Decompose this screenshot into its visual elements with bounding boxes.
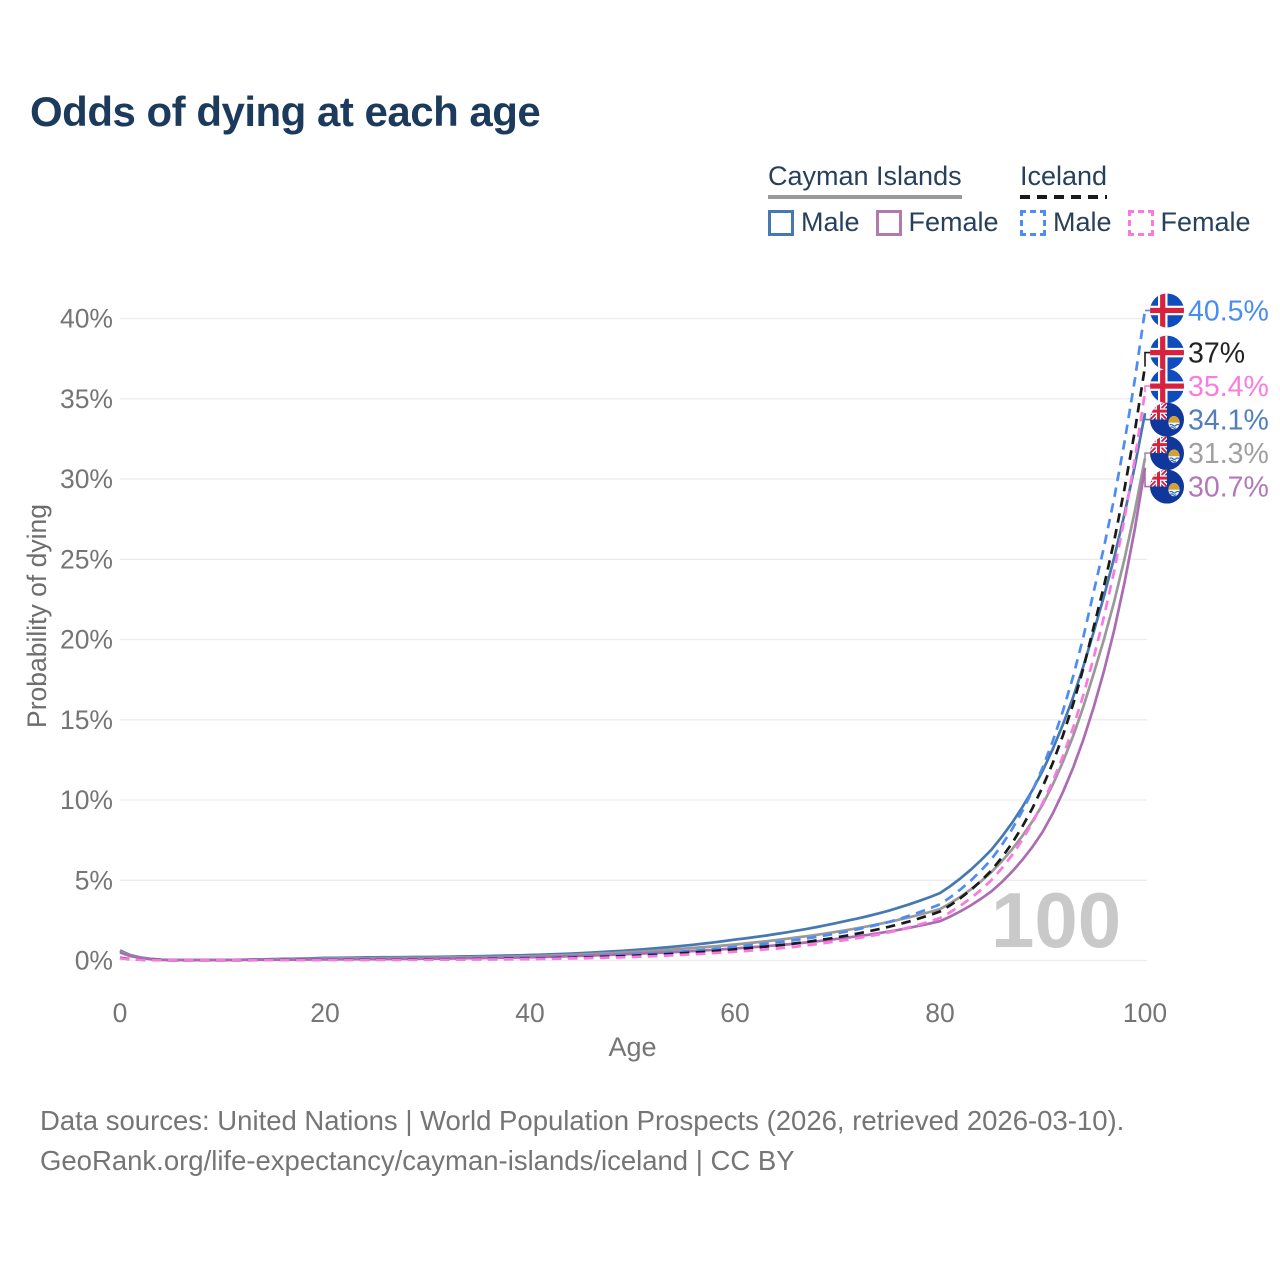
end-value-label: 37% <box>1188 338 1245 370</box>
cayman-islands-flag-icon <box>1150 402 1184 437</box>
curve-iceland-both-sexes <box>119 366 1147 962</box>
y-tick-label: 10% <box>60 785 113 815</box>
end-label-connector <box>1144 351 1150 367</box>
y-tick-label: 5% <box>75 865 113 895</box>
y-tick-label: 40% <box>60 304 113 334</box>
cayman-crest-icon <box>1168 416 1180 430</box>
x-axis-title: Age <box>608 1032 656 1062</box>
x-tick-label: 0 <box>113 998 128 1028</box>
end-label-connector <box>1144 413 1150 421</box>
legend-item-cayman-male[interactable]: Male <box>768 207 860 238</box>
cayman-female-swatch-icon <box>875 209 902 236</box>
iceland-flag-icon <box>1150 369 1184 404</box>
legend-country-cayman-islands[interactable]: Cayman Islands <box>768 161 962 199</box>
end-label-connector <box>1144 452 1150 459</box>
footer: Data sources: United Nations | World Pop… <box>40 1101 1124 1181</box>
cayman-male-swatch-icon <box>768 209 794 236</box>
legend-item-iceland-male[interactable]: Male <box>1020 207 1112 238</box>
iceland-flag-icon <box>1150 335 1184 370</box>
footer-attribution: GeoRank.org/life-expectancy/cayman-islan… <box>40 1145 795 1176</box>
iceland-male-swatch-icon <box>1020 209 1046 236</box>
y-tick-label: 0% <box>75 946 113 976</box>
x-tick-label: 40 <box>515 998 544 1028</box>
legend-country-label: Iceland <box>1020 161 1108 191</box>
legend-line-sample-solid <box>768 195 962 199</box>
cayman-islands-flag-icon <box>1150 436 1184 471</box>
legend-item-label: Female <box>1160 207 1251 237</box>
legend-item-cayman-female[interactable]: Female <box>875 207 999 238</box>
footer-data-sources: Data sources: United Nations | World Pop… <box>40 1105 1125 1136</box>
legend-country-label: Cayman Islands <box>768 161 962 191</box>
y-tick-label: 25% <box>60 544 113 574</box>
legend-line-sample-dashed <box>1020 195 1108 199</box>
y-tick-label: 15% <box>60 705 113 735</box>
legend-item-iceland-female[interactable]: Female <box>1127 207 1251 238</box>
x-tick-label: 20 <box>310 998 339 1028</box>
y-tick-label: 20% <box>60 625 113 655</box>
end-value-label: 30.7% <box>1188 472 1269 504</box>
cayman-islands-flag-icon <box>1150 469 1184 504</box>
legend-group-cayman-islands: Cayman Islands Male Female <box>768 161 999 238</box>
cayman-crest-icon <box>1168 483 1180 497</box>
iceland-flag-icon <box>1150 293 1184 328</box>
end-label-connector <box>1144 385 1150 393</box>
y-axis-title: Probability of dying <box>22 504 52 728</box>
page-title: Odds of dying at each age <box>30 88 541 135</box>
end-value-label: 34.1% <box>1188 405 1269 437</box>
legend-item-label: Male <box>801 207 860 237</box>
x-tick-label: 100 <box>1123 998 1167 1028</box>
iceland-female-swatch-icon <box>1127 209 1154 236</box>
y-tick-label: 35% <box>60 384 113 414</box>
curve-iceland-male <box>119 310 1147 962</box>
end-label-connector <box>1144 467 1150 488</box>
x-tick-label: 60 <box>720 998 749 1028</box>
cayman-crest-icon <box>1168 449 1180 463</box>
legend-row: Male Female <box>768 207 999 238</box>
legend-group-iceland: Iceland Male Female <box>1020 161 1251 238</box>
legend-country-iceland[interactable]: Iceland <box>1020 161 1108 199</box>
legend-item-label: Male <box>1053 207 1112 237</box>
end-value-label: 31.3% <box>1188 438 1269 470</box>
end-value-label: 40.5% <box>1188 296 1269 328</box>
legend-item-label: Female <box>908 207 999 237</box>
legend-row: Male Female <box>1020 207 1251 238</box>
age-counter-watermark: 100 <box>991 876 1122 964</box>
end-value-label: 35.4% <box>1188 371 1269 403</box>
x-tick-label: 80 <box>925 998 954 1028</box>
y-tick-label: 30% <box>60 464 113 494</box>
